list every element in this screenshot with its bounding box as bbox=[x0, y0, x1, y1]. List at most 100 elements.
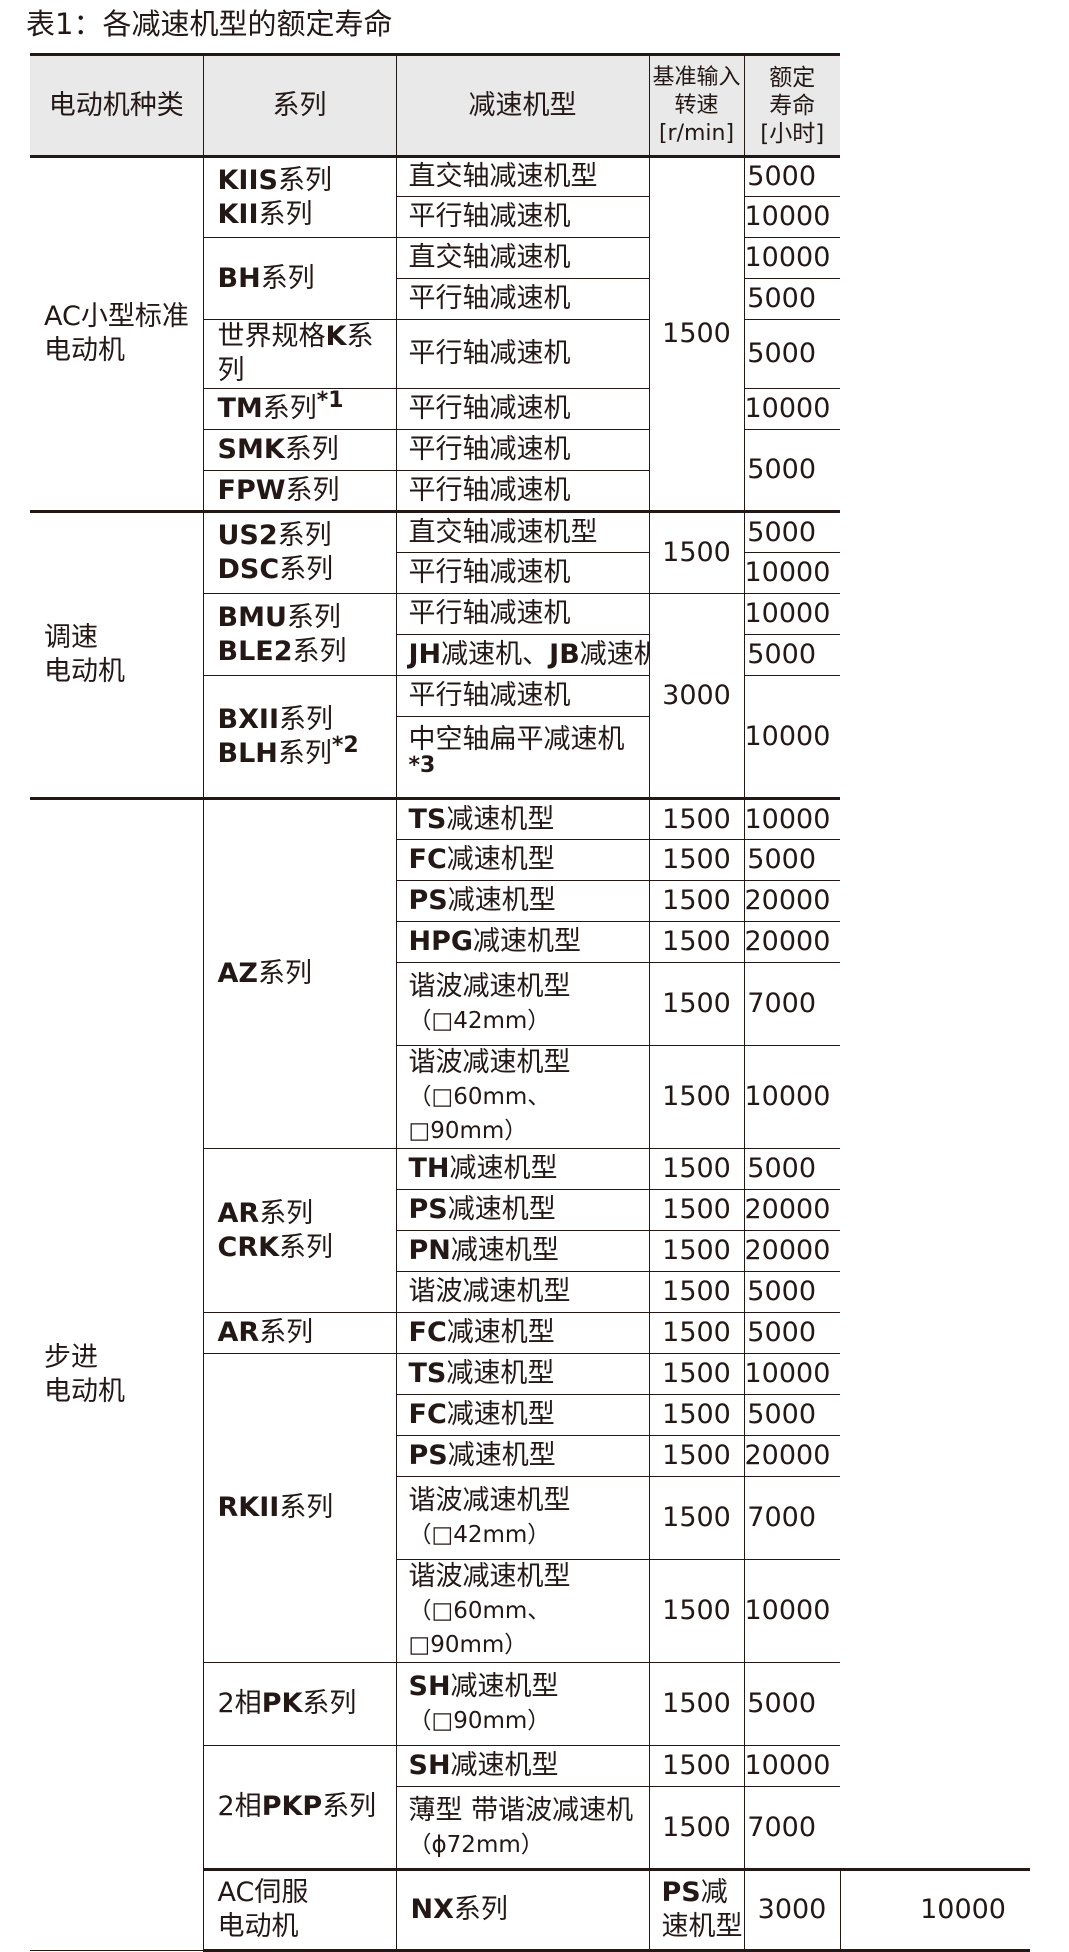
gearhead-cell: 谐波减速机型 （□42mm） bbox=[396, 962, 650, 1046]
header-speed-line-2: 转速 bbox=[674, 92, 719, 118]
table-row: 谐波减速机型 （□42mm） 1500 7000 bbox=[30, 962, 1030, 1046]
life-cell: 10000 bbox=[743, 1353, 840, 1395]
life-cell: 5000 bbox=[743, 510, 840, 553]
speed-cell: 1500 bbox=[648, 1189, 745, 1231]
speed-cell: 1500 bbox=[648, 880, 745, 922]
speed-cell: 1500 bbox=[648, 962, 745, 1046]
gearhead-cell: 谐波减速机型 （□60mm、□90mm） bbox=[396, 1559, 650, 1663]
series-cell: SMK系列 bbox=[203, 429, 397, 471]
table-row: AC小型标准 电动机 KIIS系列 KII系列 直交轴减速机型 1500 500… bbox=[30, 155, 1030, 512]
gearhead-cell: 直交轴减速机型 bbox=[395, 510, 650, 553]
header-rated-life: 额定 寿命 [小时] bbox=[743, 53, 840, 157]
table-row: 中空轴扁平减速机*3 bbox=[30, 716, 1030, 799]
gearhead-cell: 谐波减速机型 （□42mm） bbox=[396, 1476, 650, 1560]
speed-cell: 1500 bbox=[648, 1435, 745, 1477]
series-cell: TM系列*1 bbox=[203, 388, 397, 430]
series-cell: BXII系列 BLH系列*2 bbox=[203, 675, 397, 799]
series-cell: AR系列 bbox=[203, 1312, 397, 1354]
series-cell: AZ系列 bbox=[202, 797, 397, 1149]
table-row: 2相PKP系列 SH减速机型 1500 10000 bbox=[30, 1745, 1030, 1870]
table-row: PS减速机型 1500 20000 bbox=[30, 1435, 1030, 1477]
footnote-mark: *1 bbox=[316, 388, 344, 413]
speed-cell: 1500 bbox=[648, 510, 745, 594]
series-cell: BH系列 bbox=[203, 237, 397, 320]
life-cell: 5000 bbox=[743, 839, 840, 881]
series-cell: 2相PKP系列 bbox=[203, 1745, 397, 1870]
footnote-mark: *3 bbox=[408, 753, 436, 778]
gearhead-cell: HPG减速机型 bbox=[396, 921, 650, 963]
gearhead-cell: 平行轴减速机 bbox=[396, 196, 650, 238]
life-cell: 10000 bbox=[743, 552, 840, 594]
rated-life-table: 电动机种类 系列 减速机型 基准输入 转速 [r/min] 额定 寿命 [小时]… bbox=[30, 53, 1030, 1952]
gearhead-cell: 中空轴扁平减速机*3 bbox=[396, 716, 649, 799]
gearhead-cell: 平行轴减速机 bbox=[395, 675, 650, 717]
gearhead-cell: 谐波减速机型 bbox=[396, 1271, 650, 1313]
series-cell: KIIS系列 KII系列 bbox=[202, 155, 397, 238]
gearhead-cell: PS减速机型 bbox=[396, 880, 650, 922]
table-row: 谐波减速机型 （□42mm） 1500 7000 bbox=[30, 1476, 1030, 1560]
table-row: FC减速机型 1500 5000 bbox=[30, 839, 1030, 881]
speed-cell: 1500 bbox=[648, 1312, 745, 1354]
speed-cell: 1500 bbox=[648, 1745, 745, 1787]
gearhead-cell: 平行轴减速机 bbox=[395, 429, 650, 471]
gearhead-cell: PS减速机型 bbox=[396, 1189, 650, 1231]
life-cell: 10000 bbox=[743, 797, 840, 840]
table-row: SMK系列 平行轴减速机 5000 bbox=[30, 429, 1030, 512]
life-cell: 7000 bbox=[743, 1786, 840, 1870]
life-cell: 10000 bbox=[743, 237, 840, 279]
life-cell: 5000 bbox=[743, 278, 840, 320]
series-cell: BMU系列 BLE2系列 bbox=[203, 593, 397, 676]
speed-cell: 1500 bbox=[648, 1230, 745, 1272]
speed-cell: 1500 bbox=[648, 1045, 745, 1149]
table-row: JH减速机、JB减速机、JV减速机 5000 bbox=[30, 634, 1030, 676]
header-speed-line-1: 基准输入 bbox=[652, 64, 741, 90]
motor-type-speed-control: 调速 电动机 bbox=[30, 510, 204, 799]
life-cell: 5000 bbox=[743, 1271, 840, 1313]
gearhead-cell: PN减速机型 bbox=[396, 1230, 650, 1272]
table-row: BH系列 直交轴减速机 10000 bbox=[30, 237, 1030, 320]
life-cell: 20000 bbox=[743, 1435, 840, 1477]
table-row: 步进 电动机 AZ系列 TS减速机型 1500 10000 bbox=[30, 797, 1030, 1951]
series-cell: RKII系列 bbox=[203, 1353, 397, 1663]
gearhead-cell: FC减速机型 bbox=[396, 1394, 650, 1436]
life-cell: 10000 bbox=[743, 1559, 840, 1663]
speed-cell: 1500 bbox=[648, 839, 745, 881]
speed-cell: 3000 bbox=[743, 1868, 841, 1952]
gearhead-cell: SH减速机型 bbox=[395, 1745, 650, 1787]
life-cell: 10000 bbox=[743, 1045, 840, 1149]
gearhead-cell: FC减速机型 bbox=[395, 1312, 650, 1354]
gearhead-cell: 直交轴减速机型 bbox=[395, 155, 650, 197]
header-input-speed: 基准输入 转速 [r/min] bbox=[648, 53, 745, 157]
table-row: 平行轴减速机 5000 bbox=[30, 278, 1030, 320]
header-speed-unit: [r/min] bbox=[658, 120, 735, 146]
speed-cell: 1500 bbox=[648, 1476, 745, 1560]
table-row: RKII系列 TS减速机型 1500 10000 bbox=[30, 1353, 1030, 1663]
table-row: BMU系列 BLE2系列 平行轴减速机 3000 10000 bbox=[30, 593, 1030, 799]
series-cell: FPW系列 bbox=[203, 470, 397, 512]
table-row: 世界规格K系列 平行轴减速机 5000 bbox=[30, 319, 1030, 389]
series-cell: 世界规格K系列 bbox=[203, 319, 397, 389]
speed-cell: 1500 bbox=[648, 921, 745, 963]
header-motor-type: 电动机种类 bbox=[30, 53, 204, 157]
series-cell: NX系列 bbox=[395, 1868, 650, 1952]
table-row: 平行轴减速机 10000 bbox=[30, 552, 1030, 594]
life-cell: 7000 bbox=[743, 1476, 840, 1560]
header-series: 系列 bbox=[202, 53, 397, 157]
table-row: 薄型 带谐波减速机 （ϕ72mm） 1500 7000 bbox=[30, 1786, 1030, 1870]
gearhead-cell: 平行轴减速机 bbox=[395, 470, 649, 512]
series-cell: US2系列 DSC系列 bbox=[202, 510, 397, 594]
speed-cell: 3000 bbox=[648, 593, 745, 799]
table-row: 平行轴减速机 10000 bbox=[30, 196, 1030, 238]
gearhead-cell: 平行轴减速机 bbox=[396, 552, 650, 594]
life-cell: 5000 bbox=[743, 1662, 840, 1746]
speed-cell: 1500 bbox=[648, 1148, 745, 1190]
gearhead-cell: FC减速机型 bbox=[396, 839, 650, 881]
table-row: PS减速机型 1500 20000 bbox=[30, 880, 1030, 922]
life-cell: 7000 bbox=[743, 962, 840, 1046]
gearhead-cell: PS减速机型 bbox=[648, 1868, 745, 1952]
motor-type-ac-servo: AC伺服 电动机 bbox=[203, 1868, 397, 1952]
table-row: 谐波减速机型 1500 5000 bbox=[30, 1271, 1030, 1313]
speed-cell: 1500 bbox=[648, 1559, 745, 1663]
table-row: BXII系列 BLH系列*2 平行轴减速机 10000 bbox=[30, 675, 1030, 799]
speed-cell: 1500 bbox=[648, 1394, 745, 1436]
